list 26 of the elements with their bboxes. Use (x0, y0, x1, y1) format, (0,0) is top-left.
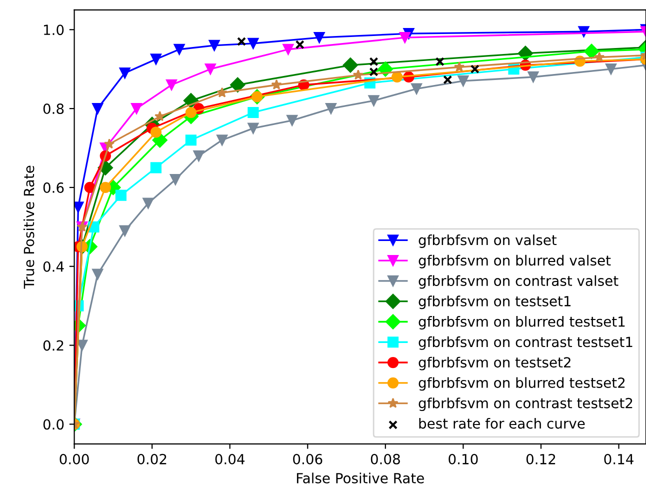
legend-label: gfbrbfsvm on blurred valset (418, 254, 611, 268)
legend-label: gfbrbfsvm on contrast valset (418, 275, 618, 289)
x-tick-label: 0.12 (526, 454, 556, 464)
x-tick-label: 0.02 (138, 454, 166, 464)
y-tick-label: 0.0 (43, 419, 64, 430)
x-tick-label: 0.10 (448, 454, 478, 464)
y-tick-label: 0.2 (43, 340, 64, 351)
y-tick-label: 1.0 (44, 24, 64, 36)
legend-label: gfbrbfsvm on testset1 (418, 296, 571, 310)
legend-label: best rate for each curve (419, 418, 585, 429)
legend-label: gfbrbfsvm on contrast testset2 (418, 398, 632, 412)
y-tick-label: 0.8 (43, 104, 64, 114)
y-axis-title: True Positive Rate (23, 166, 34, 289)
x-tick-label: 0.04 (215, 454, 245, 464)
x-tick-label: 0.00 (60, 454, 89, 464)
legend-label: gfbrbfsvm on contrast testset1 (418, 336, 632, 350)
legend-label: gfbrbfsvm on testset2 (418, 356, 570, 370)
x-tick-label: 0.14 (604, 454, 634, 464)
x-axis-title: False Positive Rate (296, 472, 424, 484)
legend-label: gfbrbfsvm on blurred testset1 (418, 316, 625, 330)
x-tick-label: 0.08 (370, 454, 400, 464)
legend-label: gfbrbfsvm on valset (418, 234, 557, 248)
legend-label: gfbrbfsvm on blurred testset2 (418, 377, 625, 391)
y-tick-label: 0.6 (43, 182, 64, 193)
x-tick-label: 0.06 (293, 454, 322, 464)
y-tick-label: 0.4 (43, 261, 64, 272)
